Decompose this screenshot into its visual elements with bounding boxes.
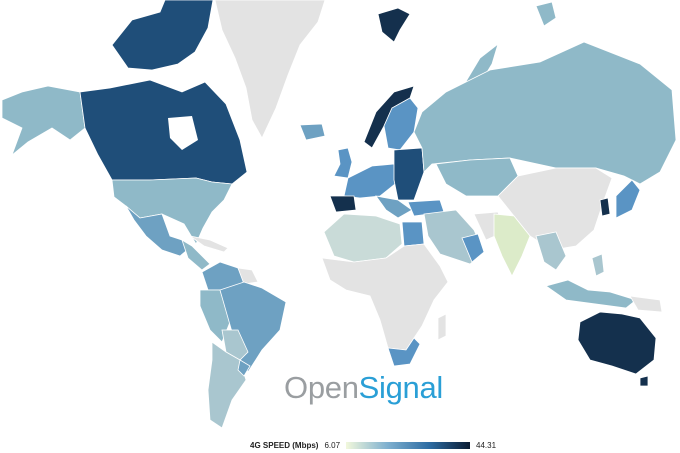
legend-min-value: 6.07 <box>324 440 341 450</box>
region-tasmania[interactable] <box>639 375 649 387</box>
region-bolivia-paraguay[interactable] <box>221 329 249 361</box>
region-western-europe[interactable] <box>343 163 401 199</box>
region-india[interactable] <box>493 213 531 277</box>
region-iceland[interactable] <box>299 123 326 141</box>
world-map <box>1 0 677 429</box>
legend-title: 4G SPEED (Mbps) <box>250 440 319 450</box>
region-uk-ireland[interactable] <box>333 147 353 179</box>
brand-part-signal: Signal <box>358 370 444 405</box>
legend-max-value: 44.31 <box>476 440 497 450</box>
region-japan[interactable] <box>615 179 641 219</box>
brand-part-open: Open <box>284 370 359 405</box>
region-southeast-asia[interactable] <box>535 231 567 271</box>
region-north-africa[interactable] <box>323 213 403 263</box>
region-italy-balkans[interactable] <box>375 195 413 219</box>
region-madagascar[interactable] <box>437 313 447 341</box>
region-guianas[interactable] <box>237 267 259 285</box>
region-south-africa[interactable] <box>387 337 421 367</box>
region-egypt[interactable] <box>401 221 425 247</box>
region-eastern-europe[interactable] <box>393 147 425 201</box>
region-greenland[interactable] <box>214 0 326 139</box>
region-canada[interactable] <box>79 79 248 185</box>
region-iberia[interactable] <box>329 195 357 213</box>
region-severnaya-zemlya[interactable] <box>535 1 557 27</box>
region-korea[interactable] <box>599 197 611 217</box>
region-china-mongolia[interactable] <box>497 167 613 251</box>
region-caribbean[interactable] <box>189 235 229 253</box>
region-uruguay[interactable] <box>237 359 251 377</box>
region-argentina-chile[interactable] <box>207 341 247 429</box>
region-philippines[interactable] <box>591 253 605 277</box>
region-central-america[interactable] <box>181 239 211 271</box>
region-alaska[interactable] <box>1 85 86 157</box>
map-legend: 4G SPEED (Mbps) 6.07 44.31 <box>250 439 496 451</box>
region-svalbard[interactable] <box>377 7 411 43</box>
region-central-africa[interactable] <box>321 243 449 351</box>
region-indonesia[interactable] <box>545 279 637 309</box>
legend-color-scale <box>346 441 471 449</box>
region-new-guinea[interactable] <box>629 295 663 313</box>
region-hudson-bay <box>168 116 198 150</box>
region-sweden-finland[interactable] <box>383 97 419 151</box>
region-canada-arctic[interactable] <box>111 0 214 71</box>
opensignal-logo: OpenSignal <box>284 370 443 406</box>
region-gulf[interactable] <box>461 233 485 263</box>
region-australia[interactable] <box>577 311 657 375</box>
